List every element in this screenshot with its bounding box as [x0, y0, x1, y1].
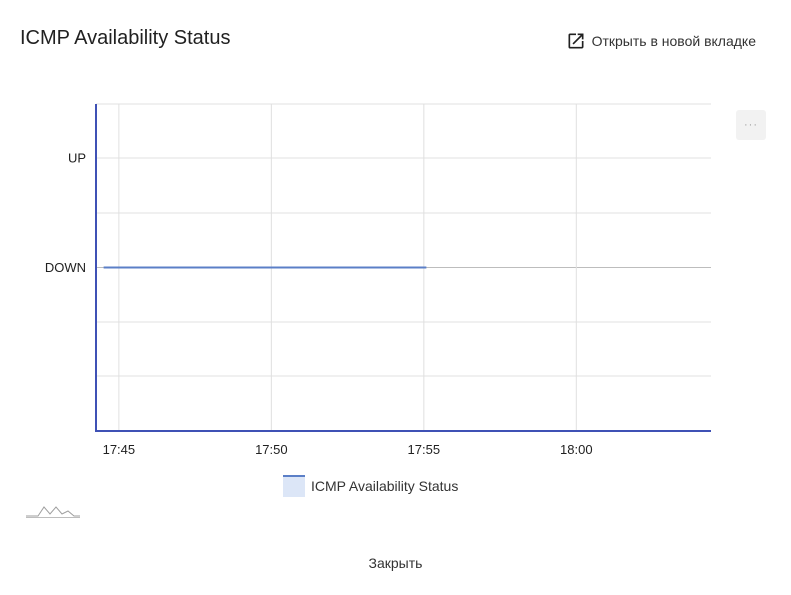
open-in-new-tab-button[interactable]: Открыть в новой вкладке	[566, 31, 756, 51]
chart-axes	[95, 104, 711, 432]
y-tick-label: UP	[68, 151, 86, 166]
y-axis-ticks: UP DOWN	[45, 151, 86, 276]
legend-label: ICMP Availability Status	[311, 478, 459, 494]
y-tick-label: DOWN	[45, 260, 86, 275]
dialog-title: ICMP Availability Status	[20, 27, 231, 49]
close-button[interactable]: Закрыть	[368, 555, 423, 571]
x-tick-label: 17:50	[255, 442, 288, 457]
range-sparkline-icon	[26, 506, 80, 518]
x-tick-label: 17:55	[408, 442, 441, 457]
x-axis-ticks: 17:45 17:50 17:55 18:00	[103, 442, 593, 457]
legend-swatch	[283, 475, 305, 497]
x-tick-label: 17:45	[103, 442, 136, 457]
chart-legend[interactable]: ICMP Availability Status	[283, 475, 458, 497]
open-in-new-icon	[566, 31, 586, 51]
availability-chart: 17:45 17:50 17:55 18:00 UP DOWN	[45, 103, 711, 457]
more-horiz-icon: ···	[744, 119, 758, 131]
chart-grid	[96, 103, 711, 431]
open-in-new-tab-label: Открыть в новой вкладке	[591, 33, 756, 49]
chart-menu-button[interactable]: ···	[736, 110, 766, 140]
x-tick-label: 18:00	[560, 442, 593, 457]
